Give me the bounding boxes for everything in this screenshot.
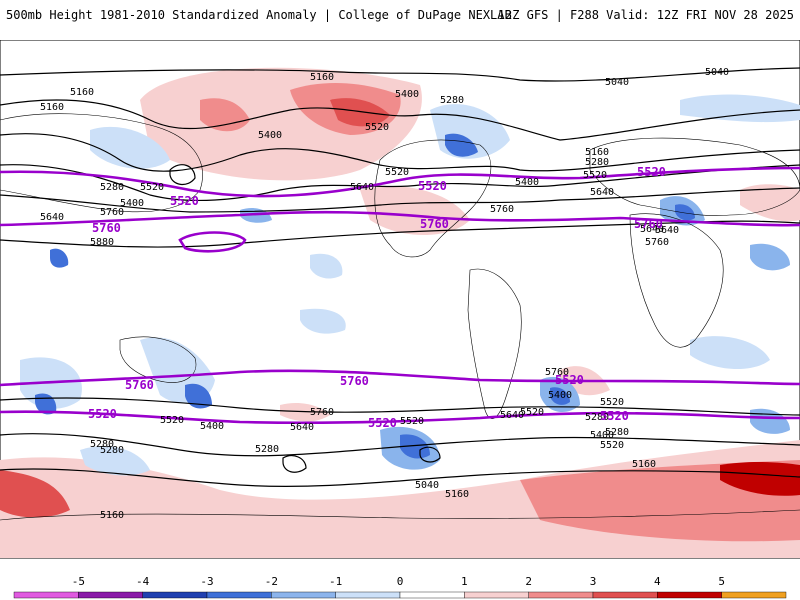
contour-label: 5400: [548, 390, 572, 401]
purple-contour-label: 5520: [88, 407, 117, 421]
contour-label: 5640: [500, 410, 524, 421]
contour-label: 5760: [545, 367, 569, 378]
contour-label: 5520: [520, 407, 544, 418]
positive-anomaly-shading: [0, 67, 800, 558]
purple-contour-label: 5520: [555, 373, 584, 387]
contour-label: 5280: [90, 439, 114, 450]
colorbar-segment: [271, 591, 336, 599]
contour-label: 5520: [583, 170, 607, 181]
contour-label: 5640: [655, 225, 679, 236]
header: 500mb Height 1981-2010 Standardized Anom…: [0, 0, 800, 30]
colorbar-segment: [335, 591, 401, 599]
contour-label: 5040: [705, 67, 729, 78]
map-title: 500mb Height 1981-2010 Standardized Anom…: [6, 8, 512, 22]
contour-label: 5520: [140, 182, 164, 193]
continent-outlines: [0, 113, 800, 521]
contour-label: 5280: [100, 445, 124, 456]
contour-label: 5400: [515, 177, 539, 188]
purple-contour-label: 5760: [634, 217, 663, 231]
contour-label: 5280: [585, 412, 609, 423]
contour-label: 5160: [100, 510, 124, 521]
contour-label: 5640: [290, 422, 314, 433]
contour-label: 5520: [365, 122, 389, 133]
contour-label: 5520: [160, 415, 184, 426]
colorbar-svg: [13, 591, 787, 599]
negative-anomaly-shading: [20, 94, 800, 476]
colorbar-tick-label: -4: [136, 575, 150, 588]
purple-contour-label: 5760: [92, 221, 121, 235]
contour-label: 5520: [400, 416, 424, 427]
purple-contour-label: 5760: [125, 378, 154, 392]
contour-label: 5160: [632, 459, 656, 470]
purple-contour-label: 5760: [420, 217, 449, 231]
colorbar-segment: [206, 591, 272, 599]
contour-label: 5760: [100, 207, 124, 218]
contour-label: 5280: [255, 444, 279, 455]
colorbar-tick-label: -2: [264, 575, 278, 588]
contour-label: 5760: [645, 237, 669, 248]
contour-label: 5160: [40, 102, 64, 113]
purple-contour-label: 5520: [368, 416, 397, 430]
purple-contour-label: 5520: [637, 165, 666, 179]
purple-contour-label: 5520: [170, 194, 199, 208]
colorbar-tick-label: -5: [71, 575, 85, 588]
contour-label: 5160: [310, 72, 334, 83]
colorbar-tick-label: 3: [589, 575, 597, 588]
colorbar-segment: [13, 591, 79, 599]
contour-label: 5400: [200, 421, 224, 432]
contour-label: 5160: [70, 87, 94, 98]
contour-label: 5520: [385, 167, 409, 178]
colorbar: [0, 570, 800, 600]
colorbar-tick-label: 1: [461, 575, 468, 588]
colorbar-segment: [528, 591, 594, 599]
model-run-info: 12Z GFS | F288 Valid: 12Z FRI NOV 28 202…: [497, 8, 794, 22]
colorbar-segment: [592, 591, 658, 599]
contour-label: 5400: [590, 430, 614, 441]
contour-label: 5400: [120, 198, 144, 209]
colorbar-segment: [721, 591, 787, 599]
purple-contour-label: 5760: [340, 374, 369, 388]
purple-contour-label: 5520: [418, 179, 447, 193]
colorbar-segment: [399, 591, 465, 599]
contour-label: 5640: [590, 187, 614, 198]
colorbar-segment: [657, 591, 722, 599]
colorbar-tick-label: 5: [718, 575, 725, 588]
contour-label: 5280: [605, 427, 629, 438]
height-contours-black: [0, 67, 800, 487]
contour-label: 5160: [445, 489, 469, 500]
contour-label: 5400: [395, 89, 419, 100]
contour-label: 5760: [310, 407, 334, 418]
contour-label: 5280: [440, 95, 464, 106]
contour-label: 5880: [90, 237, 114, 248]
contour-label: 5640: [40, 212, 64, 223]
contour-label: 5040: [415, 480, 439, 491]
colorbar-tick-label: 0: [396, 575, 404, 588]
map-panel: 5160 5040 5040 5160 5400 5280 5520 5400 5160 5280…: [0, 40, 800, 560]
contour-label: 5160: [585, 147, 609, 158]
colorbar-tick-label: -1: [329, 575, 343, 588]
colorbar-tick-label: -3: [200, 575, 214, 588]
purple-contour-label: 5520: [600, 409, 629, 423]
colorbar-tick-label: 2: [525, 575, 532, 588]
contour-label: 5640: [350, 182, 374, 193]
colorbar-segment: [464, 591, 529, 599]
contour-label: 5520: [600, 397, 624, 408]
contour-label: 5280: [100, 182, 124, 193]
contour-label: 5280: [585, 157, 609, 168]
contour-label: 5040: [605, 77, 629, 88]
height-contours-purple: [0, 166, 800, 425]
contour-label: 5400: [258, 130, 282, 141]
contour-label: 5760: [490, 204, 514, 215]
colorbar-tick-label: 4: [654, 575, 661, 588]
colorbar-segment: [142, 591, 208, 599]
contour-label: 5520: [600, 440, 624, 451]
contour-label: 5640: [640, 224, 664, 235]
colorbar-segment: [78, 591, 143, 599]
